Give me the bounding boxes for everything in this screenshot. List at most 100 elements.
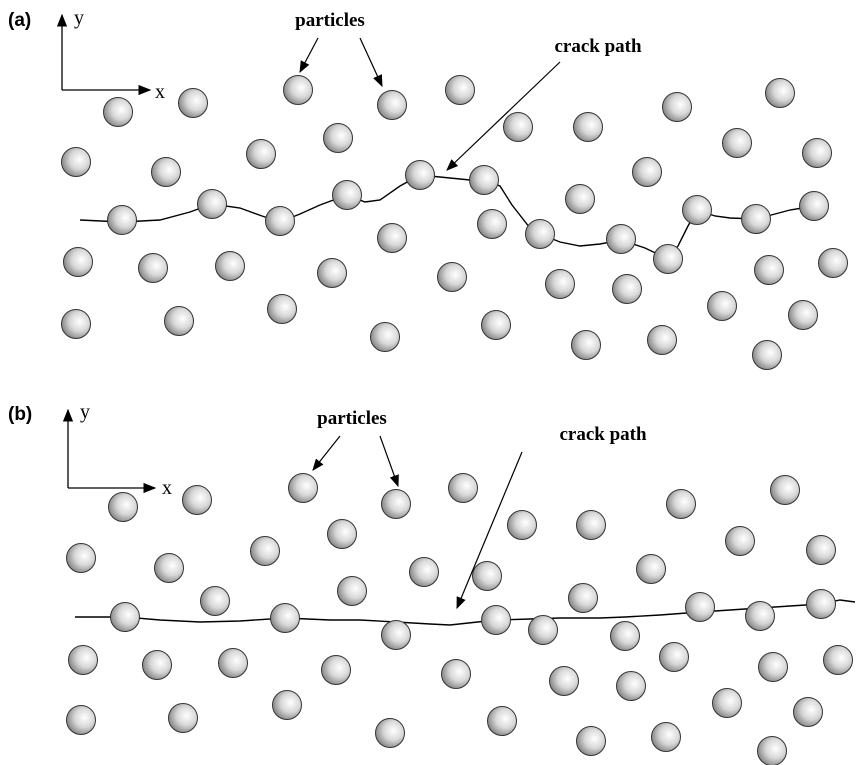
particle	[508, 511, 537, 540]
particle	[569, 584, 598, 613]
particle	[611, 622, 640, 651]
particle	[648, 326, 677, 355]
particle	[654, 245, 683, 274]
particle	[746, 602, 775, 631]
particle	[273, 691, 302, 720]
particle	[550, 667, 579, 696]
particle	[328, 520, 357, 549]
particle	[713, 689, 742, 718]
particle	[803, 139, 832, 168]
particle	[67, 544, 96, 573]
particle	[67, 706, 96, 735]
particle	[526, 220, 555, 249]
particle	[271, 604, 300, 633]
axis-label: x	[155, 81, 165, 103]
particle	[794, 698, 823, 727]
particle	[438, 263, 467, 292]
annotation: crack path	[554, 36, 642, 57]
panel-label: (a)	[8, 10, 31, 31]
particle	[753, 341, 782, 370]
particle	[758, 737, 787, 765]
particle	[488, 707, 517, 736]
axis-label: y	[74, 7, 84, 29]
particle	[64, 248, 93, 277]
particle	[169, 704, 198, 733]
particle	[607, 225, 636, 254]
particle	[382, 490, 411, 519]
particle	[473, 562, 502, 591]
particle	[633, 158, 662, 187]
particle	[577, 511, 606, 540]
particle	[482, 606, 511, 635]
particle	[546, 270, 575, 299]
particle	[111, 603, 140, 632]
particle	[104, 98, 133, 127]
particle	[726, 527, 755, 556]
particle	[62, 148, 91, 177]
particle	[723, 129, 752, 158]
annotation: particles	[295, 10, 365, 31]
annotation-arrow	[380, 436, 398, 486]
particle	[470, 166, 499, 195]
particle	[572, 331, 601, 360]
annotation: particles	[317, 408, 387, 429]
particle	[478, 210, 507, 239]
particle	[482, 311, 511, 340]
particle	[574, 113, 603, 142]
particle	[566, 185, 595, 214]
particle	[219, 649, 248, 678]
particle	[442, 660, 471, 689]
particle	[406, 161, 435, 190]
particle	[683, 196, 712, 225]
particle	[686, 593, 715, 622]
particle	[333, 181, 362, 210]
annotation-arrow	[313, 436, 340, 470]
panel-label: (b)	[8, 404, 32, 425]
particle	[179, 89, 208, 118]
particle	[652, 723, 681, 752]
particle	[766, 79, 795, 108]
particle	[247, 140, 276, 169]
particle	[338, 577, 367, 606]
axis-label: x	[162, 477, 172, 499]
particle	[807, 536, 836, 565]
particle	[410, 558, 439, 587]
particle	[382, 621, 411, 650]
particle	[378, 224, 407, 253]
particle	[617, 672, 646, 701]
particle	[800, 192, 829, 221]
particle	[183, 486, 212, 515]
particle	[755, 256, 784, 285]
annotation-arrow	[300, 38, 318, 72]
particle	[529, 616, 558, 645]
particle	[322, 656, 351, 685]
particle	[216, 252, 245, 281]
particle	[667, 490, 696, 519]
particle	[109, 493, 138, 522]
figure: (a) y x particles crack path (b) y x particles cr…	[0, 0, 857, 765]
particle	[198, 190, 227, 219]
particle	[201, 587, 230, 616]
particle	[807, 590, 836, 619]
particle	[108, 206, 137, 235]
particle	[62, 310, 91, 339]
particle	[771, 476, 800, 505]
particle	[446, 76, 475, 105]
particle	[165, 307, 194, 336]
particle	[759, 653, 788, 682]
particle	[742, 205, 771, 234]
particle	[708, 292, 737, 321]
particle	[577, 727, 606, 756]
annotation-arrow	[360, 38, 382, 86]
particle	[371, 323, 400, 352]
particle	[155, 554, 184, 583]
particle	[69, 646, 98, 675]
crack-path	[75, 600, 855, 625]
particle	[613, 275, 642, 304]
particle	[660, 643, 689, 672]
particle	[824, 646, 853, 675]
annotation: crack path	[559, 424, 647, 445]
axis-label: y	[80, 401, 90, 423]
particle	[139, 254, 168, 283]
particle	[289, 474, 318, 503]
